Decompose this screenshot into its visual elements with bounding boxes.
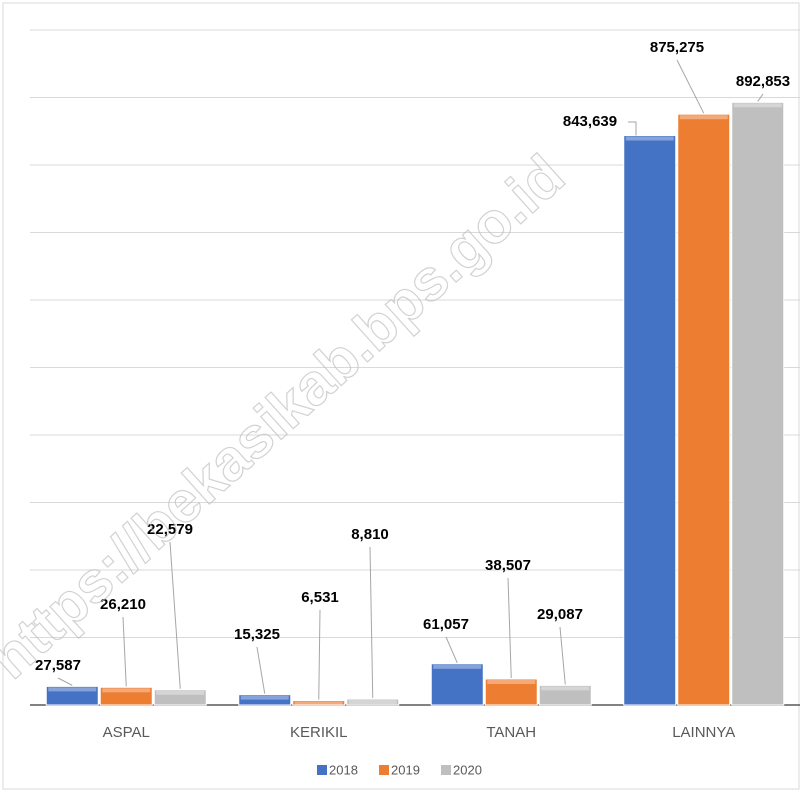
data-label: 38,507 (485, 557, 531, 574)
data-label: 15,325 (234, 626, 280, 643)
leader-line (507, 577, 512, 679)
x-tick-label: KERIKIL (290, 724, 348, 741)
data-label: 61,057 (423, 616, 469, 633)
bar (346, 698, 400, 706)
legend-label: 2018 (329, 762, 358, 777)
bar-bevel (240, 695, 289, 700)
bar-bevel (733, 103, 782, 108)
legend-swatch (317, 765, 327, 775)
data-label: 892,853 (736, 73, 790, 90)
data-label: 875,275 (650, 39, 704, 56)
data-label: 843,639 (563, 113, 617, 130)
legend-label: 2020 (453, 762, 482, 777)
leader-line (559, 626, 566, 685)
leader-line (757, 93, 764, 102)
bar-bevel (102, 688, 151, 693)
bar (484, 678, 538, 706)
bar-bevel (348, 700, 397, 705)
leader-line (169, 541, 181, 689)
leader-line (122, 616, 127, 687)
bar (538, 684, 592, 706)
bar-bevel (487, 680, 536, 685)
leader-line (256, 646, 266, 694)
data-label: 29,087 (537, 606, 583, 623)
x-tick-label: ASPAL (103, 724, 150, 741)
bar (623, 135, 677, 706)
bar-bevel (625, 136, 674, 141)
data-label: 22,579 (147, 521, 193, 538)
bar-bevel (294, 701, 343, 706)
leader-line (676, 59, 705, 114)
x-tick-label: TANAH (486, 724, 536, 741)
leader-line (628, 121, 637, 136)
bar (731, 101, 785, 706)
legend-swatch (379, 765, 389, 775)
x-tick-label: LAINNYA (672, 724, 735, 741)
bar (99, 686, 153, 706)
bar (45, 685, 99, 706)
legend-label: 2019 (391, 762, 420, 777)
bar-bevel (679, 115, 728, 120)
leader-line (369, 546, 374, 699)
data-label: 6,531 (301, 589, 339, 606)
bar (430, 663, 484, 706)
data-label: 26,210 (100, 596, 146, 613)
leader-line (445, 636, 458, 663)
data-label: 8,810 (351, 526, 389, 543)
bar-bevel (48, 687, 97, 692)
bar-bevel (433, 664, 482, 669)
legend-swatch (441, 765, 451, 775)
bar (677, 113, 731, 706)
bar (292, 700, 346, 706)
bar-bevel (156, 690, 205, 695)
leader-line (318, 609, 321, 700)
data-label: 27,587 (35, 657, 81, 674)
bar (238, 694, 292, 706)
bar (153, 689, 207, 706)
leader-line (57, 677, 73, 686)
bar-bevel (541, 686, 590, 691)
